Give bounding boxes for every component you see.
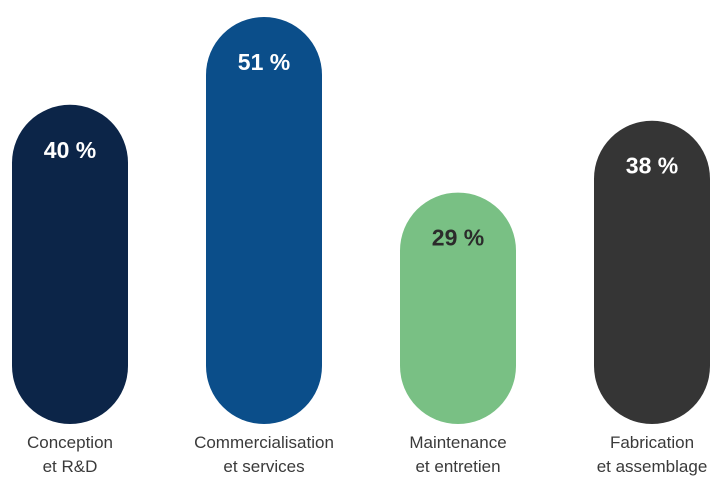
category-label-2-line-1: et entretien: [415, 457, 500, 476]
category-label-3-line-0: Fabrication: [610, 433, 694, 452]
category-label-0-line-1: et R&D: [43, 457, 98, 476]
bar-0: [12, 104, 128, 425]
category-label-3-line-1: et assemblage: [597, 457, 708, 476]
bar-value-label-2: 29 %: [432, 225, 484, 251]
category-label-1-line-1: et services: [223, 457, 304, 476]
bar-3: [594, 120, 710, 425]
category-label-2-line-0: Maintenance: [409, 433, 506, 452]
bar-1: [206, 17, 322, 424]
bar-value-label-1: 51 %: [238, 49, 290, 75]
bar-2: [400, 192, 516, 424]
category-labels-group: Conception et R&D Commercialisation et serv…: [27, 433, 707, 476]
category-label-0-line-0: Conception: [27, 433, 113, 452]
bar-value-label-3: 38 %: [626, 153, 678, 179]
bars-group: 40 % 51 % 29 % 38 %: [12, 17, 710, 425]
category-label-1-line-0: Commercialisation: [194, 433, 334, 452]
bar-value-label-0: 40 %: [44, 137, 96, 163]
